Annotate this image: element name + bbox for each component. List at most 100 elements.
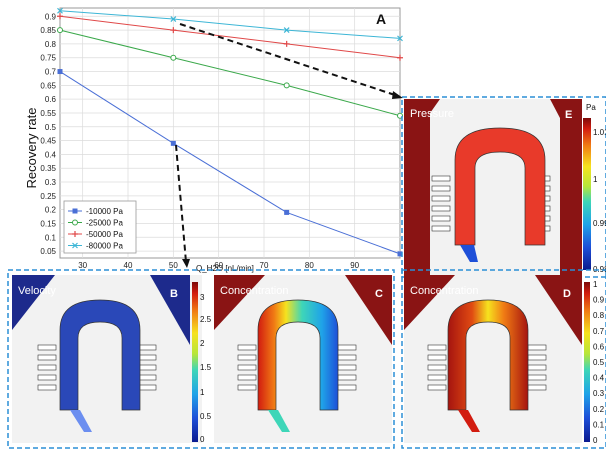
x-tick-label: 30 (78, 261, 87, 270)
concentration-d-tick: 0.2 (593, 405, 605, 414)
data-point-3 (170, 16, 177, 22)
legend-entry-1: -25000 Pa (86, 219, 123, 228)
concentration-d-tick: 0.9 (593, 296, 605, 305)
concentration-c-outlet (268, 410, 290, 432)
data-point-1 (283, 82, 290, 89)
y-tick-label: 0.9 (45, 12, 57, 21)
concentration-d-title: Concentration (410, 285, 479, 297)
y-tick-label: 0.35 (40, 164, 56, 173)
y-tick-label: 0.8 (45, 40, 57, 49)
legend: -10000 Pa -25000 Pa -50000 Pa -80000 Pa (63, 200, 137, 254)
pressure-panel-letter: E (565, 109, 572, 121)
concentration-d-colorbar (584, 282, 590, 442)
velocity-panel-letter: B (170, 288, 178, 300)
y-tick-label: 0.6 (45, 95, 57, 104)
y-tick-label: 0.2 (45, 206, 57, 215)
pressure-unit: Pa (586, 103, 596, 112)
concentration-d-tick: 0.5 (593, 358, 605, 367)
legend-entry-0: -10000 Pa (86, 207, 123, 216)
velocity-u-channel (59, 299, 141, 411)
velocity-panel: Velocity B 3 2.5 2 1.5 1 0.5 0 (12, 275, 212, 444)
data-point-1 (170, 54, 177, 61)
x-tick-label: 80 (305, 261, 314, 270)
y-tick-label: 0.55 (40, 109, 56, 118)
data-point-1 (57, 27, 63, 34)
concentration-d-letter: D (563, 288, 571, 300)
pressure-outlet (460, 245, 478, 262)
series-layer (57, 7, 403, 257)
velocity-tick-5: 0.5 (200, 412, 212, 421)
data-point-3 (57, 7, 63, 14)
pressure-tick-3: 0.98 (593, 265, 606, 274)
series-line-0 (59, 71, 401, 255)
legend-marker-0 (72, 208, 78, 214)
velocity-title: Velocity (18, 285, 56, 297)
y-tick-label: 0.05 (40, 247, 56, 256)
panel-a-letter: A (376, 11, 386, 27)
concentration-d-outlet (458, 410, 480, 432)
data-point-2 (397, 54, 403, 61)
velocity-outlet (70, 410, 92, 432)
concentration-d-tick: 0.4 (593, 374, 605, 383)
velocity-colorbar (192, 282, 198, 442)
x-axis-label: Q_H2O [nL/min] (196, 264, 254, 273)
data-point-0 (170, 140, 176, 146)
arrowhead-pressure (392, 91, 403, 99)
gridlines (60, 8, 400, 258)
concentration-d-tick: 0.7 (593, 327, 605, 336)
legend-marker-3 (72, 242, 78, 249)
concentration-d-fins (427, 344, 547, 391)
data-point-2 (170, 27, 177, 34)
y-tick-label: 0.5 (45, 123, 57, 132)
concentration-d-tick: 0.8 (593, 311, 605, 320)
velocity-tick-6: 0 (200, 435, 205, 444)
concentration-c-title: Concentration (220, 285, 289, 297)
data-point-2 (283, 40, 290, 47)
velocity-fins (37, 344, 157, 391)
concentration-d-tick: 0.6 (593, 342, 605, 351)
concentration-d-tick: 0.1 (593, 420, 605, 429)
pressure-tick-1: 1 (593, 175, 598, 184)
pressure-panel: Pressure E Pa 1.01 1 0.99 0.98 (401, 96, 606, 278)
data-point-0 (284, 209, 290, 215)
concentration-d-u-channel (447, 299, 529, 411)
pressure-colorbar (583, 118, 591, 270)
y-axis-label: Recovery rate (24, 108, 39, 189)
concentration-c-u-channel (257, 299, 339, 411)
concentration-d-tick: 0 (593, 436, 598, 445)
y-tick-label: 0.1 (45, 233, 57, 242)
velocity-tick-4: 1 (200, 388, 205, 397)
data-point-3 (397, 35, 403, 42)
recovery-rate-chart: 0.05 0.1 0.15 0.2 0.25 0.3 0.35 0.4 0.45 0.5 0.55 0… (24, 7, 403, 273)
pressure-left-fins (431, 175, 451, 232)
concentration-d-ticks: 1 0.9 0.8 0.7 0.6 0.5 0.4 0.3 0.2 0.1 0 (593, 280, 605, 445)
legend-entry-2: -50000 Pa (86, 230, 123, 239)
arrowhead-velocity (182, 259, 190, 268)
x-tick-label: 60 (214, 261, 223, 270)
concentration-d-tick: 0.3 (593, 389, 605, 398)
data-point-2 (57, 13, 63, 20)
concentration-c-fins (237, 344, 357, 391)
pressure-tick-2: 0.99 (593, 219, 606, 228)
y-tick-label: 0.75 (40, 54, 56, 63)
velocity-tick-1: 2.5 (200, 315, 212, 324)
legend-marker-2 (72, 231, 78, 237)
series-line-1 (59, 29, 401, 117)
pressure-title: Pressure (410, 108, 454, 120)
legend-marker-1 (72, 219, 78, 226)
y-tick-labels: 0.05 0.1 0.15 0.2 0.25 0.3 0.35 0.4 0.45 0.5 0.55 0… (40, 12, 56, 256)
concentration-d-border (401, 269, 606, 449)
pressure-u-channel (454, 127, 546, 246)
y-tick-label: 0.85 (40, 26, 56, 35)
x-tick-labels: 30 40 50 60 70 80 90 (78, 261, 359, 270)
y-tick-label: 0.7 (45, 68, 57, 77)
concentration-panel-d: Concentration D 1 0.9 0.8 0.7 0.6 0.5 0.4 0.3 0.… (401, 269, 606, 449)
legend-entry-3: -80000 Pa (86, 242, 123, 251)
data-point-3 (283, 27, 290, 34)
x-tick-label: 50 (169, 261, 178, 270)
y-tick-label: 0.15 (40, 219, 56, 228)
velocity-tick-0: 3 (200, 293, 205, 302)
x-tick-label: 90 (350, 261, 359, 270)
concentration-d-tick: 1 (593, 280, 598, 289)
